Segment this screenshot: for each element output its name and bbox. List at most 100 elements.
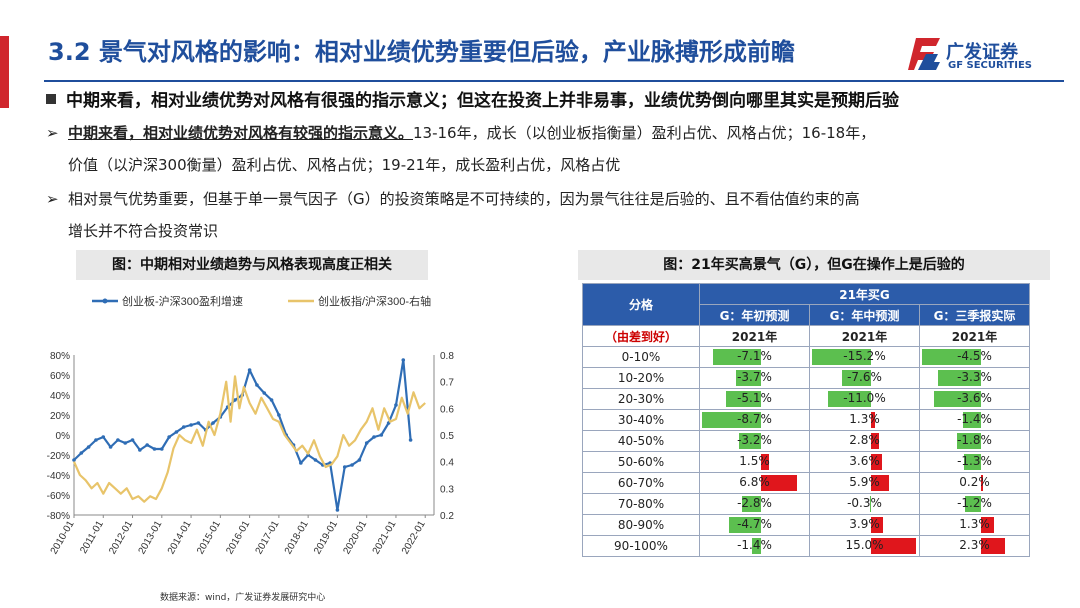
cell-value: -4.5% — [957, 349, 992, 363]
series-point-1 — [211, 421, 215, 425]
row-label: 10-20% — [582, 367, 700, 389]
series-point-1 — [196, 421, 201, 425]
value-cell-inner: -0.3% — [810, 494, 919, 514]
table-corner: 分格 — [582, 283, 700, 326]
series-point-1 — [357, 458, 362, 462]
value-cell: 1.3% — [809, 409, 920, 431]
x-tick-label: 2014-01 — [166, 519, 194, 557]
cell-value: 6.8% — [739, 475, 770, 489]
table-row: 10-20% -3.7% -7.6% -3.3% — [582, 367, 1030, 389]
value-cell: -11.0% — [809, 388, 920, 410]
value-cell: -1.4% — [699, 535, 810, 557]
column-year: 2021年 — [809, 325, 920, 347]
cell-value: -3.2% — [737, 433, 772, 447]
cell-value: -5.1% — [737, 391, 772, 405]
x-tick-label: 2018-01 — [283, 519, 311, 557]
y-left-tick-label: 20% — [50, 411, 70, 422]
positive-bar — [981, 475, 984, 491]
cell-value: 1.5% — [739, 454, 770, 468]
legend-label-2: 创业板指/沪深300-右轴 — [318, 294, 431, 308]
value-cell: -0.3% — [809, 493, 920, 515]
table-row: 30-40% -8.7% 1.3% -1.4% — [582, 409, 1030, 431]
series-point-1 — [269, 398, 274, 402]
x-tick-label: 2016-01 — [224, 519, 252, 557]
negative-bar — [739, 433, 762, 449]
column-year: 2021年 — [919, 325, 1030, 347]
table-row: 80-90% -4.7% 3.9% 1.3% — [582, 514, 1030, 536]
x-tick-label: 2013-01 — [137, 519, 165, 557]
series-point-1 — [299, 461, 303, 465]
series-point-1 — [247, 368, 252, 372]
row-label: 30-40% — [582, 409, 700, 431]
cell-value: -3.6% — [957, 391, 992, 405]
cell-value: 1.3% — [959, 517, 990, 531]
negative-bar — [702, 412, 762, 428]
value-cell-inner: -1.4% — [920, 410, 1029, 430]
value-cell: -8.7% — [699, 409, 810, 431]
negative-bar — [751, 538, 762, 554]
negative-bar — [965, 496, 982, 512]
value-cell-inner: 2.8% — [810, 431, 919, 451]
value-cell-inner: -1.8% — [920, 431, 1029, 451]
value-cell: 15.0% — [809, 535, 920, 557]
value-cell-inner: -4.7% — [700, 515, 809, 535]
y-left-tick-label: 40% — [50, 391, 70, 402]
value-cell: 0.2% — [919, 472, 1030, 494]
value-cell: -5.1% — [699, 388, 810, 410]
cell-value: -1.8% — [957, 433, 992, 447]
right-figure-caption: 图：21年买高景气（G），但G在操作上是后验的 — [578, 250, 1050, 280]
value-cell: -3.2% — [699, 430, 810, 452]
series-point-1 — [350, 463, 354, 467]
logo-icon — [908, 38, 940, 70]
series-point-1 — [145, 443, 149, 447]
series-point-1 — [379, 433, 384, 437]
y-left-tick-label: 0% — [56, 431, 71, 442]
cell-value: -7.1% — [737, 349, 772, 363]
series-point-1 — [116, 438, 120, 442]
series-point-1 — [138, 448, 142, 452]
y-left-tick-label: 60% — [50, 371, 70, 382]
row-label: 60-70% — [582, 472, 700, 494]
cell-value: 5.9% — [849, 475, 880, 489]
positive-bar — [761, 475, 797, 491]
table-row: 70-80% -2.8% -0.3% -1.2% — [582, 493, 1030, 515]
cell-value: -1.4% — [957, 412, 992, 426]
cell-value: 2.8% — [849, 433, 880, 447]
logo-text: 广发证券 — [946, 42, 1018, 63]
y-left-tick-label: -40% — [47, 471, 70, 482]
y-right-tick-label: 0.2 — [440, 511, 454, 522]
positive-bar — [871, 475, 889, 491]
cell-value: 0.2% — [959, 475, 990, 489]
value-cell: 3.6% — [809, 451, 920, 473]
value-cell: -4.7% — [699, 514, 810, 536]
value-cell-inner: 5.9% — [810, 473, 919, 493]
negative-bar — [937, 370, 982, 386]
value-cell: 1.5% — [699, 451, 810, 473]
series-point-1 — [72, 458, 76, 462]
series-point-1 — [174, 430, 179, 434]
x-tick-label: 2022-01 — [400, 519, 428, 557]
value-cell-inner: -1.3% — [920, 452, 1029, 472]
value-cell: 3.9% — [809, 514, 920, 536]
value-cell: -1.3% — [919, 451, 1030, 473]
y-right-tick-label: 0.8 — [440, 351, 454, 362]
point-1-line2: 价值（以沪深300衡量）盈利占优、风格占优；19-21年，成长盈利占优，风格占优 — [68, 156, 621, 174]
cell-value: -4.7% — [737, 517, 772, 531]
y-right-tick-label: 0.4 — [440, 458, 454, 469]
series-point-1 — [394, 403, 398, 407]
series-point-1 — [342, 465, 347, 469]
table-column-row: G：年初预测 G：年中预测 G：三季报实际 — [583, 304, 1030, 326]
positive-bar — [871, 433, 880, 449]
table-row: 90-100% -1.4% 15.0% 2.3% — [582, 535, 1030, 557]
x-tick-label: 2019-01 — [312, 519, 340, 557]
value-cell: -3.6% — [919, 388, 1030, 410]
column-year: 2021年 — [699, 325, 810, 347]
point-1-highlight: 中期来看，相对业绩优势对风格有较强的指示意义。 — [68, 124, 414, 142]
data-source: 数据来源：wind，广发证券发展研究中心 — [160, 593, 326, 603]
line-chart: 80% 60% 40% 20% 0% -20% -40% -60% -80% 0.8 0.7 0.6 0… — [47, 294, 455, 557]
logo-subtext: GF SECURITIES — [948, 60, 1033, 71]
value-cell-inner: 3.9% — [810, 515, 919, 535]
row-label: 20-30% — [582, 388, 700, 410]
value-cell-inner: 1.3% — [920, 515, 1029, 535]
arrow-bullet-icon: ➢ — [46, 190, 59, 208]
